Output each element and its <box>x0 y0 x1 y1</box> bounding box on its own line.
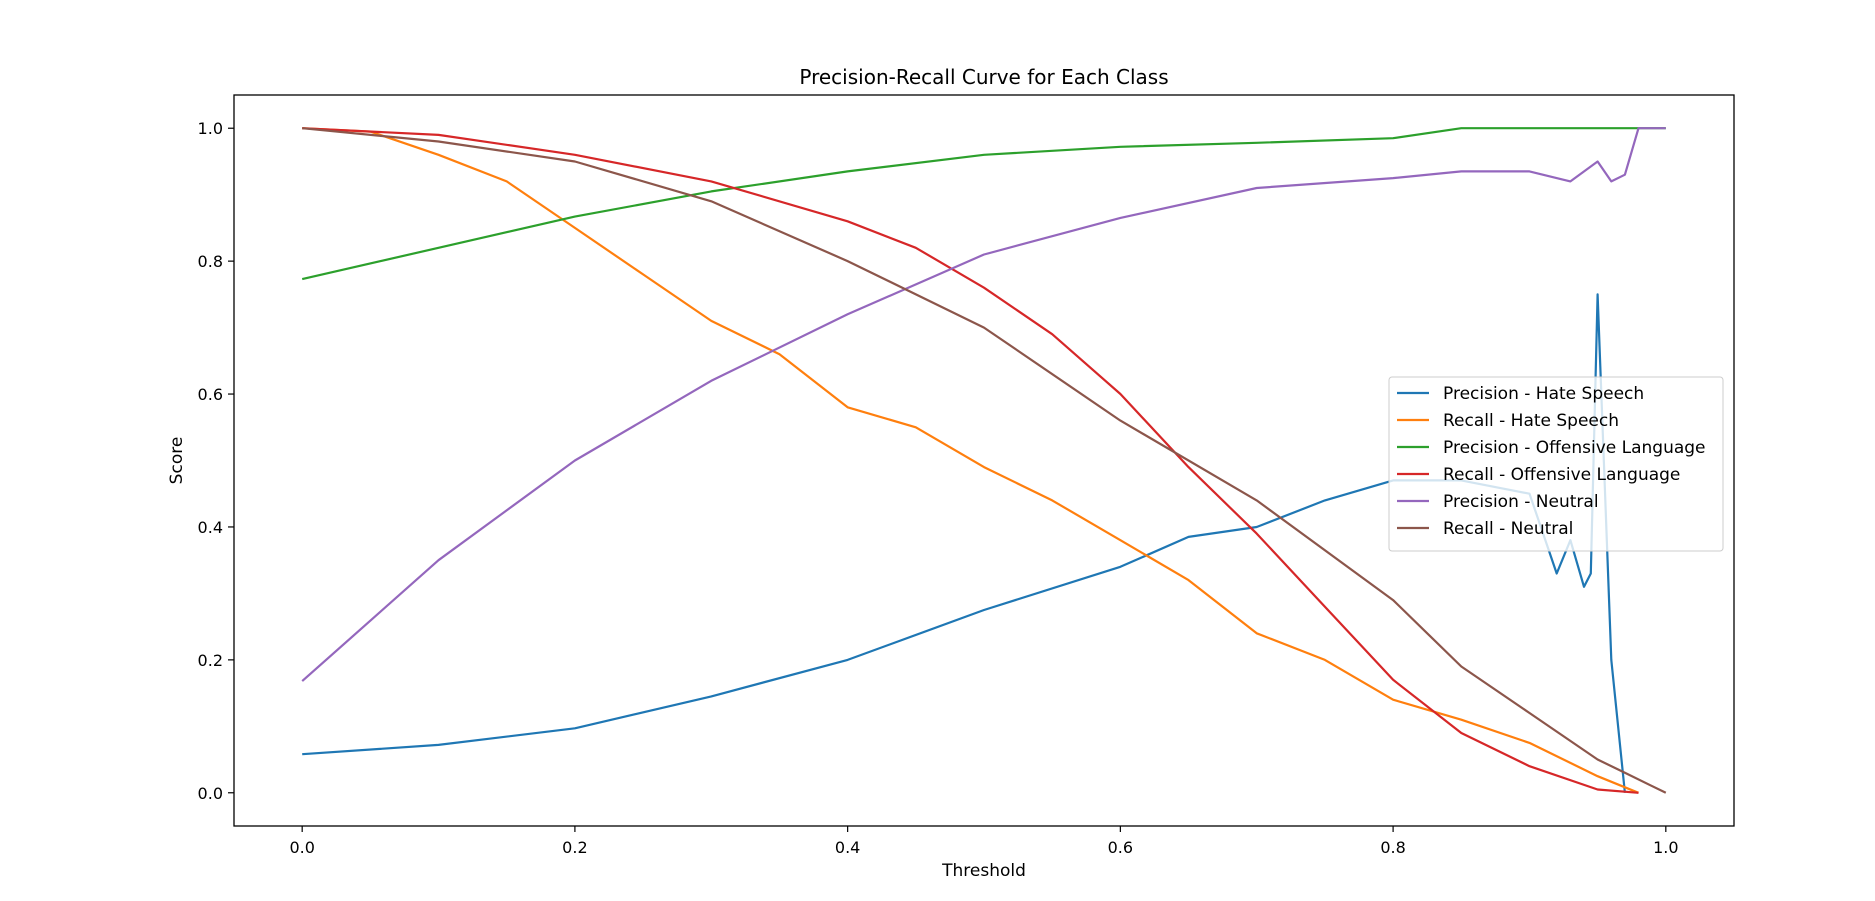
legend-item: Precision - Offensive Language <box>1397 438 1706 458</box>
series-line-precision-hate-speech <box>302 293 1626 793</box>
legend-item: Recall - Hate Speech <box>1397 411 1619 431</box>
legend: Precision - Hate Speech Recall - Hate Spe… <box>1388 376 1724 552</box>
legend-entries: Precision - Hate Speech Recall - Hate Spe… <box>1397 384 1706 539</box>
legend-label: Precision - Offensive Language <box>1443 438 1706 458</box>
x-tick-label: 0.8 <box>1380 838 1405 857</box>
y-axis-label: Score <box>167 437 187 485</box>
x-tick-label: 0.6 <box>1108 838 1133 857</box>
plot-frame <box>233 94 1735 827</box>
legend-box <box>1388 376 1724 552</box>
chart-title: Precision-Recall Curve for Each Class <box>799 65 1168 89</box>
x-tick-label: 0.0 <box>289 838 314 857</box>
y-tick-label: 0.2 <box>198 651 223 670</box>
series-line-precision-neutral <box>301 127 1666 682</box>
y-tick-label: 0.0 <box>198 784 223 803</box>
series-line-recall-hate-speech <box>302 127 1639 794</box>
legend-item: Precision - Neutral <box>1397 492 1599 512</box>
y-axis-ticks: 0.0 0.2 0.4 0.6 0.8 1.0 <box>198 119 234 803</box>
y-tick-label: 1.0 <box>198 119 223 138</box>
legend-label: Recall - Offensive Language <box>1443 465 1680 485</box>
x-axis-label: Threshold <box>941 861 1026 881</box>
legend-label: Recall - Neutral <box>1443 519 1573 539</box>
series-line-recall-offensive-language <box>302 127 1639 794</box>
x-tick-label: 1.0 <box>1653 838 1678 857</box>
legend-item: Precision - Hate Speech <box>1397 384 1644 404</box>
x-axis-ticks: 0.0 0.2 0.4 0.6 0.8 1.0 <box>289 826 1679 857</box>
legend-label: Precision - Hate Speech <box>1443 384 1644 404</box>
legend-item: Recall - Offensive Language <box>1397 465 1680 485</box>
series-line-recall-neutral <box>302 127 1667 794</box>
y-tick-label: 0.8 <box>198 252 223 271</box>
legend-label: Precision - Neutral <box>1443 492 1599 512</box>
x-tick-label: 0.4 <box>835 838 860 857</box>
legend-item: Recall - Neutral <box>1397 519 1573 539</box>
legend-label: Recall - Hate Speech <box>1443 411 1619 431</box>
y-tick-label: 0.6 <box>198 385 223 404</box>
x-tick-label: 0.2 <box>562 838 587 857</box>
series-line-precision-offensive-language <box>301 127 1666 281</box>
y-tick-label: 0.4 <box>198 518 223 537</box>
series-lines <box>301 127 1667 794</box>
